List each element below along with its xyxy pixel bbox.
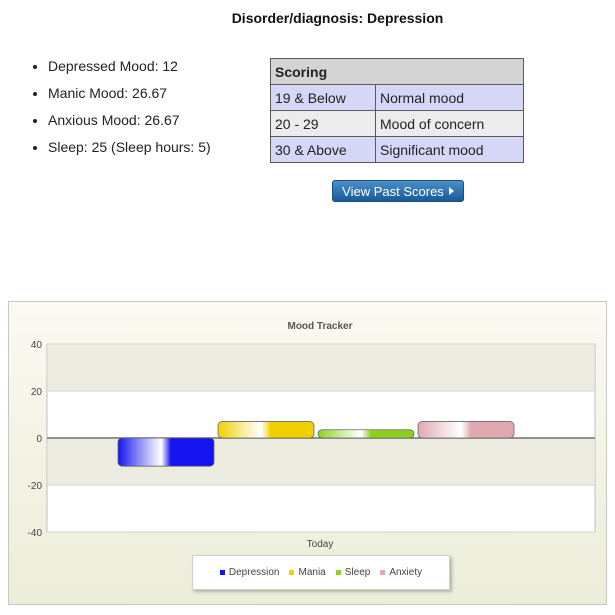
legend-item-depression[interactable]: Depression: [219, 567, 280, 578]
legend-label: Mania: [298, 567, 326, 578]
bar-depression[interactable]: [117, 437, 215, 467]
scoring-meaning: Mood of concern: [375, 110, 524, 137]
scoring-header: Scoring: [270, 58, 524, 85]
legend-label: Sleep: [344, 567, 371, 578]
metric-sleep: Sleep: 25 (Sleep hours: 5): [48, 139, 211, 166]
legend-label: Depression: [228, 567, 280, 578]
metric-manic-mood: Manic Mood: 26.67: [48, 85, 211, 112]
mood-metrics-list: Depressed Mood: 12 Manic Mood: 26.67 Anx…: [30, 58, 211, 166]
scoring-row: 30 & Above Significant mood: [270, 136, 524, 163]
y-tick-label: -40: [28, 528, 43, 539]
legend-item-anxiety[interactable]: Anxiety: [380, 567, 422, 578]
grid-band: [48, 344, 594, 391]
view-past-scores-button[interactable]: View Past Scores: [332, 180, 464, 202]
scoring-range: 19 & Below: [270, 84, 376, 111]
view-past-scores-label: View Past Scores: [342, 183, 444, 199]
scoring-table: Scoring 19 & Below Normal mood 20 - 29 M…: [270, 58, 524, 163]
scoring-header-row: Scoring: [270, 58, 524, 85]
legend-label: Anxiety: [389, 567, 423, 578]
legend-swatch: [335, 570, 341, 575]
chart-legend: Depression Mania Sleep Anxiety: [192, 555, 450, 590]
x-category-label: Today: [307, 539, 334, 550]
y-tick-label: 0: [36, 434, 42, 445]
bar-anxiety[interactable]: [417, 421, 515, 439]
legend-item-mania[interactable]: Mania: [289, 567, 326, 578]
metric-depressed-mood: Depressed Mood: 12: [48, 58, 211, 85]
scoring-range: 20 - 29: [270, 110, 376, 137]
scoring-range: 30 & Above: [270, 136, 376, 163]
mood-tracker-chart: Mood Tracker 40 20 0 -20 -40 Today Depressio…: [8, 301, 607, 605]
y-tick-label: 20: [31, 387, 43, 398]
metric-anxious-mood: Anxious Mood: 26.67: [48, 112, 211, 139]
scoring-meaning: Normal mood: [375, 84, 524, 111]
scoring-row: 19 & Below Normal mood: [270, 84, 524, 111]
bar-mania[interactable]: [217, 421, 315, 439]
scoring-row: 20 - 29 Mood of concern: [270, 110, 524, 137]
legend-item-sleep[interactable]: Sleep: [335, 567, 371, 578]
legend-swatch: [380, 570, 386, 575]
legend-swatch: [289, 570, 295, 575]
play-arrow-icon: [448, 187, 454, 195]
legend-swatch: [219, 570, 225, 575]
page-title: Disorder/diagnosis: Depression: [231, 10, 444, 26]
bar-sleep[interactable]: [317, 429, 415, 439]
chart-title: Mood Tracker: [287, 321, 352, 332]
chart-canvas: Mood Tracker 40 20 0 -20 -40 Today: [28, 321, 596, 550]
scoring-meaning: Significant mood: [375, 136, 524, 163]
y-tick-label: 40: [31, 340, 43, 351]
y-tick-label: -20: [28, 481, 43, 492]
